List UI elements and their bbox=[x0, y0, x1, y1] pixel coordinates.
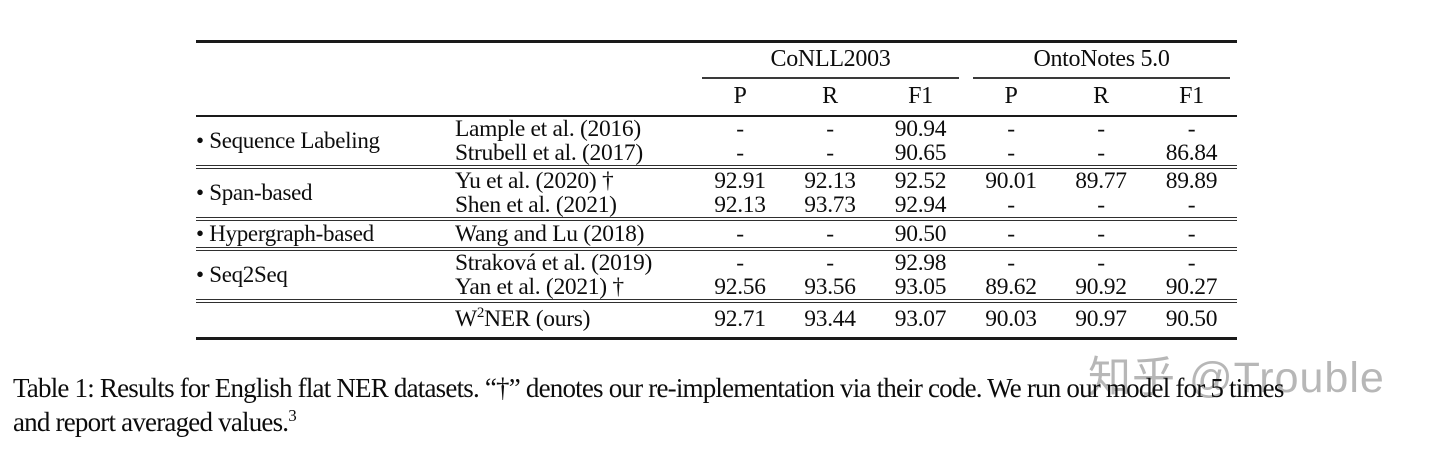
value-cell: - bbox=[1007, 140, 1015, 166]
value-cell: - bbox=[1007, 192, 1015, 218]
method-cell: Straková et al. (2019) bbox=[455, 247, 695, 275]
footnote-marker: 3 bbox=[288, 406, 296, 425]
table-row-ours: W2NER (ours) 92.71 93.44 93.07 90.03 90.… bbox=[196, 299, 1237, 339]
value-cell: - bbox=[1056, 247, 1146, 275]
value-cell: - bbox=[695, 115, 785, 141]
value-cell: - bbox=[966, 217, 1056, 249]
value-cell: 90.03 bbox=[966, 299, 1056, 339]
value-cell: - bbox=[826, 140, 834, 166]
category-cell bbox=[196, 299, 455, 339]
table-row: • Span-based Yu et al. (2020) † 92.91 92… bbox=[196, 165, 1237, 219]
value-cell: 93.73 bbox=[804, 192, 856, 218]
value-cell: 89.62 bbox=[985, 274, 1037, 300]
value-cell: 93.05 bbox=[894, 274, 947, 300]
method-name-base: W bbox=[455, 306, 477, 332]
value-cell: 86.84 bbox=[1165, 140, 1218, 166]
value-cell: - bbox=[966, 115, 1056, 141]
value-cell: 90.92 bbox=[1075, 274, 1127, 300]
value-cell: - bbox=[1097, 192, 1105, 218]
value-cell: 90.50 bbox=[875, 217, 966, 249]
watermark: 知乎 @Trouble bbox=[1088, 354, 1385, 402]
method-cell: Wang and Lu (2018) bbox=[455, 217, 695, 249]
column-header-f1: F1 bbox=[908, 83, 933, 109]
value-cell: - bbox=[1097, 140, 1105, 166]
table-row: Strubell et al. (2017) - - 90.65 - - 86.… bbox=[196, 141, 1237, 167]
method-cell: Strubell et al. (2017) bbox=[455, 140, 643, 166]
method-cell-ours: W2NER (ours) bbox=[455, 299, 695, 339]
value-cell: - bbox=[1056, 217, 1146, 249]
value-cell: 90.94 bbox=[875, 115, 966, 141]
table-row: • Hypergraph-based Wang and Lu (2018) - … bbox=[196, 217, 1237, 249]
value-cell: - bbox=[1056, 115, 1146, 141]
method-name-rest: NER (ours) bbox=[484, 306, 591, 332]
value-cell: - bbox=[1187, 192, 1196, 218]
header-spacer bbox=[196, 42, 695, 80]
table-row: Yan et al. (2021) † 92.56 93.56 93.05 89… bbox=[196, 275, 1237, 301]
dataset-group-label: OntoNotes 5.0 bbox=[973, 43, 1230, 79]
category-cell: • Sequence Labeling bbox=[196, 115, 455, 167]
dataset-group-header-conll2003: CoNLL2003 bbox=[695, 42, 966, 79]
value-cell: 89.89 bbox=[1146, 165, 1237, 193]
value-cell: 90.97 bbox=[1056, 299, 1146, 339]
value-cell: - bbox=[966, 247, 1056, 275]
value-cell: 92.91 bbox=[695, 165, 785, 193]
method-cell: Shen et al. (2021) bbox=[455, 192, 617, 218]
value-cell: 92.13 bbox=[714, 192, 766, 218]
group-header-row: CoNLL2003 OntoNotes 5.0 bbox=[196, 42, 1237, 80]
value-cell: 92.71 bbox=[695, 299, 785, 339]
value-cell: - bbox=[785, 217, 875, 249]
column-header-r: R bbox=[1093, 83, 1109, 109]
value-cell: 93.56 bbox=[804, 274, 856, 300]
results-table: CoNLL2003 OntoNotes 5.0 P R F1 P R F1 • … bbox=[196, 40, 1237, 340]
column-header-f1: F1 bbox=[1179, 83, 1204, 109]
method-cell: Yu et al. (2020) † bbox=[455, 165, 695, 193]
value-cell: 93.07 bbox=[875, 299, 966, 339]
value-cell: 92.94 bbox=[894, 192, 947, 218]
category-cell: • Span-based bbox=[196, 165, 455, 219]
value-cell: 93.44 bbox=[785, 299, 875, 339]
value-cell: - bbox=[785, 115, 875, 141]
column-header-p: P bbox=[1004, 83, 1018, 109]
value-cell: - bbox=[1146, 217, 1237, 249]
value-cell: - bbox=[695, 217, 785, 249]
column-header-p: P bbox=[733, 83, 747, 109]
value-cell: - bbox=[695, 247, 785, 275]
value-cell: - bbox=[1146, 247, 1237, 275]
dataset-group-label: CoNLL2003 bbox=[702, 43, 959, 79]
value-cell: 92.98 bbox=[875, 247, 966, 275]
value-cell: 90.50 bbox=[1146, 299, 1237, 339]
category-cell: • Hypergraph-based bbox=[196, 217, 455, 249]
value-cell: - bbox=[1146, 115, 1237, 141]
dataset-group-header-ontonotes: OntoNotes 5.0 bbox=[966, 42, 1237, 79]
caption-line1: Table 1: Results for English flat NER da… bbox=[13, 373, 1284, 403]
value-cell: - bbox=[785, 247, 875, 275]
value-cell: - bbox=[736, 140, 744, 166]
method-cell: Lample et al. (2016) bbox=[455, 115, 695, 141]
value-cell: 89.77 bbox=[1056, 165, 1146, 193]
value-cell: 92.56 bbox=[714, 274, 766, 300]
caption-line2: and report averaged values. bbox=[13, 407, 289, 437]
method-cell: Yan et al. (2021) † bbox=[455, 274, 624, 300]
method-name-superscript: 2 bbox=[476, 305, 485, 322]
subheader-row: P R F1 P R F1 bbox=[196, 79, 1237, 116]
table-row: • Sequence Labeling Lample et al. (2016)… bbox=[196, 115, 1237, 167]
value-cell: 90.01 bbox=[966, 165, 1056, 193]
value-cell: 92.13 bbox=[785, 165, 875, 193]
category-cell: • Seq2Seq bbox=[196, 247, 455, 301]
table-row: Shen et al. (2021) 92.13 93.73 92.94 - -… bbox=[196, 193, 1237, 219]
table-row: • Seq2Seq Straková et al. (2019) - - 92.… bbox=[196, 247, 1237, 301]
table-caption: Table 1: Results for English flat NER da… bbox=[13, 371, 1284, 439]
value-cell: 92.52 bbox=[875, 165, 966, 193]
column-header-r: R bbox=[822, 83, 838, 109]
value-cell: 90.27 bbox=[1165, 274, 1218, 300]
header-spacer bbox=[196, 79, 695, 116]
value-cell: 90.65 bbox=[894, 140, 947, 166]
